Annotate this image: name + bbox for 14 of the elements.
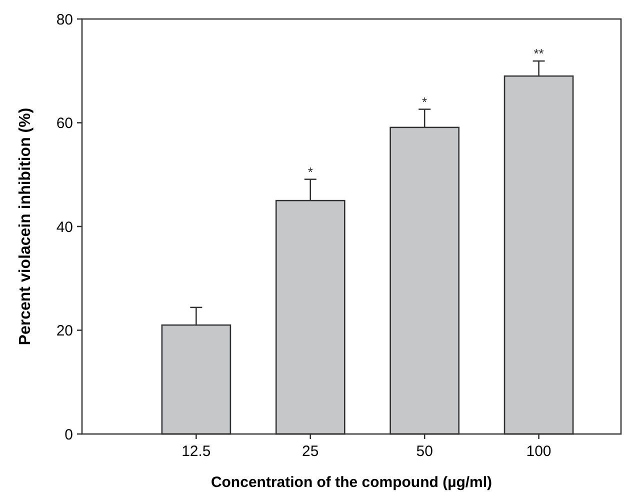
y-tick-label: 60	[56, 115, 73, 132]
y-tick-label: 0	[64, 426, 73, 444]
x-tick-label: 25	[302, 443, 319, 460]
y-axis-title: Percent violacein inhibition (%)	[17, 108, 34, 346]
annotation: *	[422, 94, 428, 110]
annotation: *	[308, 164, 313, 180]
x-tick-label: 100	[526, 443, 552, 460]
x-axis-title: Concentration of the compound (µg/ml)	[210, 474, 492, 491]
y-tick-label: 40	[56, 218, 73, 236]
y-tick-label: 80	[56, 11, 73, 28]
y-tick-label: 20	[56, 322, 73, 340]
annotation: **	[534, 46, 544, 62]
x-tick-label: 50	[416, 443, 433, 460]
x-tick-label: 12.5	[182, 443, 211, 460]
